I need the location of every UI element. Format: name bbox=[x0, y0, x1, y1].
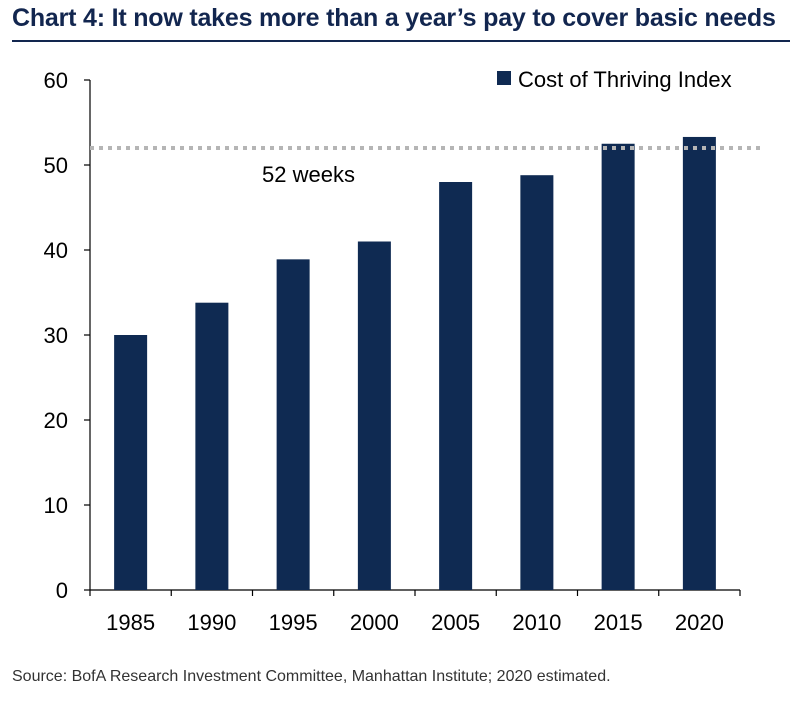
x-tick-label: 2015 bbox=[594, 610, 643, 635]
legend-swatch bbox=[497, 71, 511, 85]
y-tick-label: 50 bbox=[44, 153, 68, 178]
x-tick-label: 1995 bbox=[269, 610, 318, 635]
y-tick-label: 0 bbox=[56, 578, 68, 603]
x-tick-label: 2000 bbox=[350, 610, 399, 635]
bar-2000 bbox=[357, 241, 391, 590]
y-tick-label: 10 bbox=[44, 493, 68, 518]
chart-title: Chart 4: It now takes more than a year’s… bbox=[12, 4, 776, 32]
bar-2015 bbox=[601, 143, 635, 590]
bar-1995 bbox=[276, 259, 310, 590]
reference-line-group: 52 weeks bbox=[90, 146, 760, 187]
x-tick-label: 2010 bbox=[512, 610, 561, 635]
chart-bars bbox=[114, 136, 716, 590]
y-tick-label: 40 bbox=[44, 238, 68, 263]
legend-label: Cost of Thriving Index bbox=[518, 67, 732, 92]
chart-legend: Cost of Thriving Index bbox=[497, 67, 732, 92]
chart-axes: 0 10 20 30 40 50 60 1985 1990 1995 2000 2005 2010 201… bbox=[44, 68, 741, 635]
bar-1985 bbox=[114, 335, 148, 590]
y-tick-label: 30 bbox=[44, 323, 68, 348]
y-tick-label: 20 bbox=[44, 408, 68, 433]
x-tick-label: 1985 bbox=[106, 610, 155, 635]
bar-2010 bbox=[520, 175, 554, 590]
bar-2005 bbox=[439, 182, 473, 590]
x-tick-label: 2005 bbox=[431, 610, 480, 635]
title-underline bbox=[12, 40, 790, 42]
y-tick-label: 60 bbox=[44, 68, 68, 93]
x-tick-label: 2020 bbox=[675, 610, 724, 635]
reference-line-label: 52 weeks bbox=[262, 162, 355, 187]
bar-2020 bbox=[682, 136, 716, 590]
source-note: Source: BofA Research Investment Committ… bbox=[12, 668, 611, 685]
bar-1990 bbox=[195, 302, 229, 590]
x-tick-label: 1990 bbox=[187, 610, 236, 635]
